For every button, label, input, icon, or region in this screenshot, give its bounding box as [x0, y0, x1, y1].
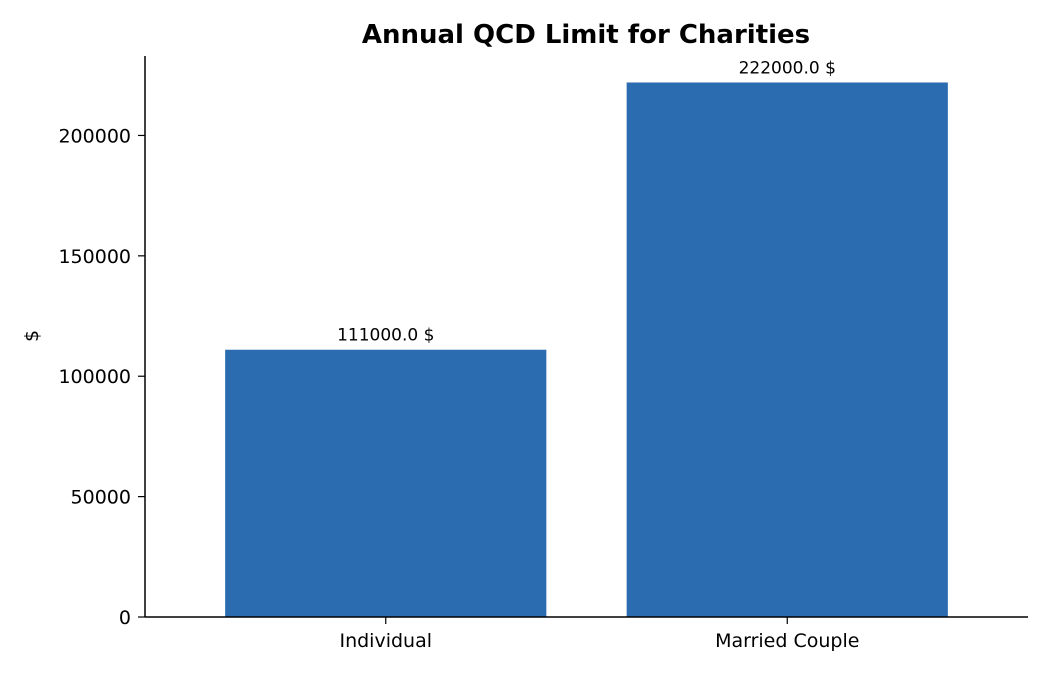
- bar-data-labels: 111000.0 $ 222000.0 $: [337, 58, 836, 345]
- y-axis-ticks: 0 50000 100000 150000 200000: [58, 125, 145, 629]
- y-tick-label: 200000: [58, 125, 131, 147]
- chart-title: Annual QCD Limit for Charities: [362, 20, 810, 50]
- bars-group: [225, 82, 948, 617]
- y-tick-label: 50000: [71, 487, 131, 509]
- y-tick-label: 150000: [58, 246, 131, 268]
- x-tick-label: Individual: [339, 630, 432, 652]
- bar-value-label: 222000.0 $: [739, 58, 836, 78]
- bar-value-label: 111000.0 $: [337, 326, 434, 346]
- x-axis-ticks: Individual Married Couple: [339, 617, 859, 652]
- x-tick-label: Married Couple: [715, 630, 859, 652]
- y-tick-label: 100000: [58, 366, 131, 388]
- bar: [626, 82, 948, 617]
- y-axis-label: $: [21, 330, 43, 342]
- bar: [225, 349, 547, 617]
- y-tick-label: 0: [119, 607, 131, 629]
